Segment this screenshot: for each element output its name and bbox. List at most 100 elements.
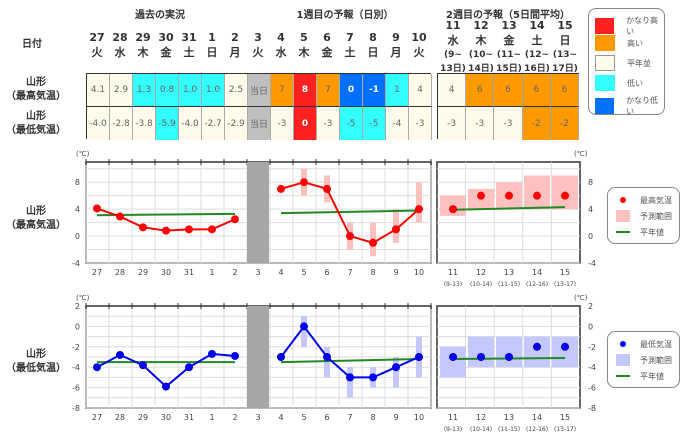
data-point (392, 363, 400, 372)
data-point (369, 238, 377, 247)
data-point (323, 184, 331, 193)
normal-line (280, 209, 420, 215)
data-point (139, 223, 147, 232)
table-cell: -3 (494, 107, 523, 140)
table-cell: 2.5 (225, 74, 248, 107)
unit-label: (℃) (76, 150, 90, 158)
data-point (346, 373, 354, 382)
x-tick-label: 11 (448, 268, 458, 277)
data-point (208, 225, 216, 234)
table-cell: 4 (409, 74, 432, 107)
y-tick-label-right: 0 (588, 322, 593, 331)
chart-legend-item: 予測範囲 (616, 354, 672, 366)
table-cell: 0.8 (156, 74, 179, 107)
normal-line (452, 206, 566, 211)
x-tick-label: 3 (255, 268, 260, 277)
data-point (231, 215, 239, 224)
normal-swatch (616, 375, 630, 377)
y-tick-label: 2 (75, 302, 80, 311)
y-tick-label: 0 (75, 322, 80, 331)
legend-item: 高い (595, 35, 643, 51)
chart-legend-item: 平年値 (616, 226, 664, 238)
x-range-label: (10-14) (470, 426, 492, 433)
chart-legend-item: 平年値 (616, 370, 664, 382)
x-tick-label: 28 (115, 413, 125, 422)
table-cell: 当日 (248, 74, 271, 107)
table-cell: -3 (271, 107, 294, 140)
table-cell: -3 (438, 107, 467, 140)
date-header: 27 火 (89, 31, 105, 59)
header-week2: 2週目の予報（5日間平均） (446, 10, 570, 21)
low-chart-legend: 最低気温予測範囲平年値 (607, 331, 680, 388)
chart-legend-item: 最低気温 (616, 338, 672, 350)
data-point (300, 322, 308, 331)
x-tick-label: 12 (476, 268, 486, 277)
data-point (116, 212, 124, 221)
x-tick-label: 5 (301, 268, 306, 277)
date-header: 30 金 (158, 31, 174, 59)
data-point (208, 349, 216, 358)
x-tick-label: 7 (347, 413, 352, 422)
data-point (277, 184, 285, 193)
x-tick-label: 7 (347, 268, 352, 277)
x-tick-label: 28 (115, 268, 125, 277)
x-tick-label: 27 (92, 413, 102, 422)
y-tick-label-right: -4 (588, 363, 596, 372)
table-cell: 1.3 (133, 74, 156, 107)
legend-item: かなり高い (595, 15, 664, 37)
data-point (533, 191, 541, 200)
data-point (561, 191, 569, 200)
y-tick-label-right: -6 (588, 384, 596, 393)
table-cell: -3 (409, 107, 432, 140)
data-point (477, 353, 485, 361)
legend-swatch (595, 35, 615, 51)
table-cell: 1 (386, 74, 409, 107)
data-point (231, 351, 239, 360)
x-tick-label: 15 (560, 413, 570, 422)
data-point (392, 225, 400, 234)
data-point (505, 353, 513, 361)
week2-date-header: 12 木 (473, 19, 489, 47)
category-legend: かなり高い 高い 平年並 低い かなり低い (588, 8, 665, 116)
today-bar (247, 162, 269, 263)
x-tick-label: 31 (184, 268, 194, 277)
low-row-label: 山形 （最低気温） (6, 111, 66, 136)
data-point (415, 353, 423, 361)
week2-range-bar (524, 336, 550, 368)
x-tick-label: 9 (393, 268, 398, 277)
normal-line (280, 358, 420, 364)
x-tick-label: 11 (448, 413, 458, 422)
week2-date-header: 15 日 (557, 19, 573, 47)
x-tick-label: 4 (278, 413, 283, 422)
high-row-label: 山形 （最高気温） (6, 77, 66, 102)
point-swatch (620, 197, 626, 203)
unit-label-right: (℃) (574, 294, 588, 302)
x-tick-label: 4 (278, 268, 283, 277)
table-cell: 6 (494, 74, 523, 107)
x-range-label: (13-17) (554, 281, 576, 288)
data-point (369, 373, 377, 382)
data-point (505, 191, 513, 200)
x-tick-label: 29 (138, 413, 148, 422)
table-cell: -5 (340, 107, 363, 140)
data-point (533, 342, 541, 351)
y-tick-label: 4 (75, 205, 80, 214)
table-cell: 6 (550, 74, 579, 107)
x-tick-label: 30 (161, 413, 171, 422)
x-range-label: (9-13) (444, 281, 462, 288)
y-tick-label-right: 2 (588, 302, 593, 311)
legend-item: 低い (595, 75, 643, 91)
x-tick-label: 8 (370, 268, 375, 277)
x-tick-label: 2 (232, 268, 237, 277)
date-label: 日付 (22, 39, 42, 50)
y-tick-label-right: 0 (588, 232, 593, 241)
x-range-label: (9-13) (444, 426, 462, 433)
table-cell: -3 (466, 107, 495, 140)
y-tick-label-right: -2 (588, 343, 596, 352)
x-tick-label: 8 (370, 413, 375, 422)
